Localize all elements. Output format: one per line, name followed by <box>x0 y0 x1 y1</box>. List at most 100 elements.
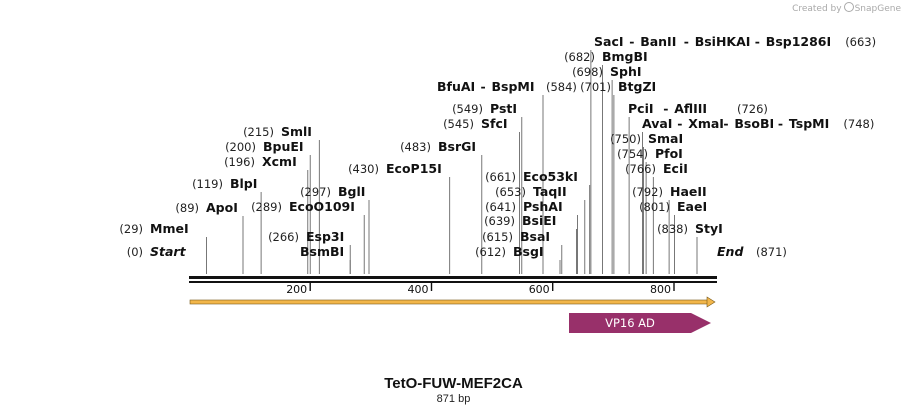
enzyme-name-bpuei[interactable]: BpuEI <box>263 139 304 154</box>
name-separator: - <box>684 34 689 49</box>
enzyme-name-apoi[interactable]: ApoI <box>206 200 238 215</box>
enzyme-name-sfci[interactable]: SfcI <box>481 116 508 131</box>
enzyme-name-esp3i[interactable]: Esp3I <box>306 229 344 244</box>
enzyme-name-smli[interactable]: SmlI <box>281 124 312 139</box>
cut-position: (89) <box>175 201 199 215</box>
ruler-tick-label: 600 <box>529 283 550 296</box>
cut-position: (838) <box>657 222 688 236</box>
cut-position: (200) <box>225 140 256 154</box>
enzyme-name-banii[interactable]: BanII <box>640 34 676 49</box>
enzyme-name-avai[interactable]: AvaI <box>642 116 672 131</box>
enzyme-name-bsgi[interactable]: BsgI <box>513 244 544 259</box>
enzyme-name-styi[interactable]: StyI <box>695 221 723 236</box>
start-position: (0) <box>127 245 143 259</box>
cut-position: (430) <box>348 162 379 176</box>
enzyme-name-saci[interactable]: SacI <box>594 34 624 49</box>
enzyme-name-bsai[interactable]: BsaI <box>520 229 550 244</box>
enzyme-name-xcmi[interactable]: XcmI <box>262 154 297 169</box>
vp16-ad-feature[interactable] <box>569 313 711 333</box>
enzyme-name-pfoi[interactable]: PfoI <box>655 146 683 161</box>
enzyme-name-taqii[interactable]: TaqII <box>533 184 567 199</box>
enzyme-name-afliii[interactable]: AflIII <box>674 101 707 116</box>
end-position: (871) <box>756 245 787 259</box>
enzyme-name-btgzi[interactable]: BtgZI <box>618 79 656 94</box>
bp-ruler: 200 400 600 800 <box>286 283 675 296</box>
cut-position: (196) <box>224 155 255 169</box>
enzyme-name-bsrgi[interactable]: BsrGI <box>438 139 476 154</box>
enzyme-name-haeii[interactable]: HaeII <box>670 184 707 199</box>
cut-position: (483) <box>400 140 431 154</box>
enzyme-name-ecop15i[interactable]: EcoP15I <box>386 161 442 176</box>
snapgene-credit: Created by SnapGene <box>792 2 901 14</box>
enzyme-name-tspmi[interactable]: TspMI <box>789 116 829 131</box>
feature-label: VP16 AD <box>605 316 655 330</box>
enzyme-name-bspmi[interactable]: BspMI <box>492 79 535 94</box>
top-strand <box>189 276 717 279</box>
enzyme-name-bfuai[interactable]: BfuAI <box>437 79 475 94</box>
credit-brand: SnapGene <box>854 4 901 14</box>
cut-position: (639) <box>484 214 515 228</box>
name-separator: - <box>629 34 634 49</box>
construct-name: TetO-FUW-MEF2CA <box>384 375 523 392</box>
cut-position: (545) <box>443 117 474 131</box>
orf-bar <box>189 299 710 305</box>
enzyme-name-bsmbi[interactable]: BsmBI <box>300 244 344 259</box>
end-label: End <box>717 244 744 259</box>
enzyme-name-psti[interactable]: PstI <box>490 101 517 116</box>
enzyme-name-bsihkai[interactable]: BsiHKAI <box>695 34 751 49</box>
cut-position: (549) <box>452 102 483 116</box>
cut-position: (653) <box>495 185 526 199</box>
ruler-tick-label: 400 <box>408 283 429 296</box>
cut-position: (792) <box>632 185 663 199</box>
cut-position: (698) <box>572 65 603 79</box>
cut-position: (663) <box>845 35 876 49</box>
enzyme-name-bgli[interactable]: BglI <box>338 184 365 199</box>
cut-position: (119) <box>192 177 223 191</box>
enzyme-name-eaei[interactable]: EaeI <box>677 199 707 214</box>
enzyme-name-bsobi[interactable]: BsoBI <box>734 116 774 131</box>
cut-position: (641) <box>485 200 516 214</box>
cut-position: (615) <box>482 230 513 244</box>
enzyme-name-xmai[interactable]: XmaI <box>688 116 724 131</box>
credit-prefix: Created by <box>792 4 842 14</box>
enzyme-name-bmgbi[interactable]: BmgBI <box>602 49 648 64</box>
enzyme-name-bsiei[interactable]: BsiEI <box>522 213 556 228</box>
snapgene-logo-icon <box>843 2 854 12</box>
orf-arrowhead <box>706 296 716 308</box>
cut-position: (297) <box>300 185 331 199</box>
start-label: Start <box>150 244 187 259</box>
cut-position: (584) <box>546 80 577 94</box>
feature-track: VP16 AD <box>189 296 716 333</box>
enzyme-name-pcii[interactable]: PciI <box>628 101 654 116</box>
name-separator: - <box>481 79 486 94</box>
cut-position: (682) <box>564 50 595 64</box>
enzyme-name-blpi[interactable]: BlpI <box>230 176 257 191</box>
cut-position: (612) <box>475 245 506 259</box>
cut-position: (726) <box>737 102 768 116</box>
enzyme-name-sphi[interactable]: SphI <box>610 64 642 79</box>
construct-length: 871 bp <box>436 393 471 405</box>
enzyme-labels: MmeI(29)ApoI(89)BlpI(119)XcmI(196)BpuEI(… <box>119 34 876 259</box>
enzyme-name-ecoo109i[interactable]: EcoO109I <box>289 199 355 214</box>
cut-position: (701) <box>580 80 611 94</box>
enzyme-name-smai[interactable]: SmaI <box>648 131 683 146</box>
cut-position: (766) <box>625 162 656 176</box>
enzyme-name-ecii[interactable]: EciI <box>663 161 688 176</box>
enzyme-name-mmei[interactable]: MmeI <box>150 221 189 236</box>
name-separator: - <box>677 116 682 131</box>
name-separator: - <box>755 34 760 49</box>
cut-position: (215) <box>243 125 274 139</box>
cut-position: (801) <box>639 200 670 214</box>
cut-site-lines <box>206 50 698 274</box>
cut-position: (748) <box>843 117 874 131</box>
cut-position: (29) <box>119 222 143 236</box>
name-separator: - <box>723 116 728 131</box>
enzyme-name-pshai[interactable]: PshAI <box>523 199 563 214</box>
cut-position: (754) <box>617 147 648 161</box>
name-separator: - <box>663 101 668 116</box>
bottom-strand <box>189 281 717 283</box>
enzyme-name-eco53ki[interactable]: Eco53kI <box>523 169 578 184</box>
cut-position: (661) <box>485 170 516 184</box>
enzyme-name-bsp1286i[interactable]: Bsp1286I <box>766 34 831 49</box>
